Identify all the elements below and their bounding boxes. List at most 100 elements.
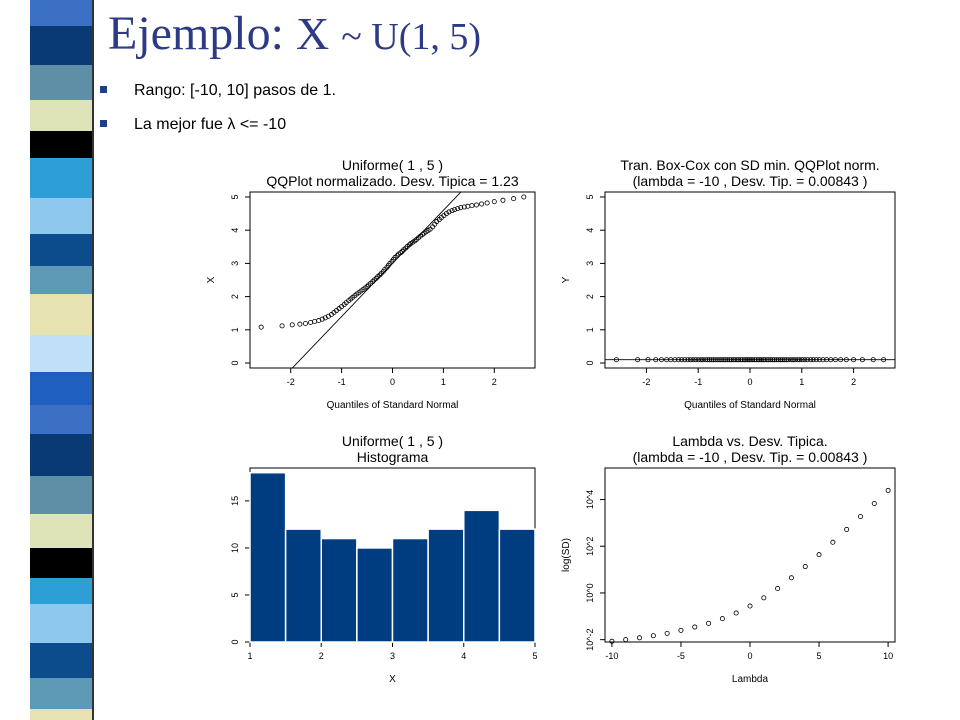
y-tick-label: 10^-2 xyxy=(585,629,595,651)
data-point xyxy=(748,357,754,363)
strip-segment xyxy=(30,294,92,335)
data-point xyxy=(830,539,836,545)
data-point xyxy=(741,357,747,363)
histogram-bar xyxy=(320,537,358,643)
data-point xyxy=(832,357,838,363)
chart-title: Tran. Box-Cox con SD min. QQPlot norm. xyxy=(620,157,879,173)
data-point xyxy=(521,194,527,200)
data-point xyxy=(736,357,742,363)
plot-frame xyxy=(604,467,896,643)
x-tick-label: 2 xyxy=(492,377,497,387)
data-point xyxy=(728,357,734,363)
data-point xyxy=(775,586,781,592)
data-point xyxy=(775,357,781,363)
x-tick-label: -5 xyxy=(677,651,685,661)
data-point xyxy=(258,324,264,330)
x-tick-label: 2 xyxy=(851,377,856,387)
strip-segment xyxy=(30,643,92,678)
data-point xyxy=(857,514,863,520)
data-point xyxy=(851,357,857,363)
y-tick-label: 1 xyxy=(585,327,595,332)
y-tick-label: 4 xyxy=(230,228,240,233)
data-point xyxy=(743,357,749,363)
data-point xyxy=(783,357,789,363)
data-point xyxy=(698,357,704,363)
x-tick-label: -2 xyxy=(287,377,295,387)
data-point xyxy=(810,357,816,363)
data-point xyxy=(678,627,684,633)
chart-subtitle: (lambda = -10 , Desv. Tip. = 0.00843 ) xyxy=(633,449,868,465)
data-point xyxy=(319,316,325,322)
data-point xyxy=(719,357,725,363)
data-point xyxy=(802,357,808,363)
x-tick-label: -1 xyxy=(338,377,346,387)
data-point xyxy=(870,357,876,363)
data-point xyxy=(750,357,756,363)
title-variable: X xyxy=(295,8,330,59)
y-tick-label: 5 xyxy=(230,194,240,199)
bullet-square-icon xyxy=(100,86,107,93)
strip-segment xyxy=(30,0,92,26)
x-tick-label: 10 xyxy=(883,651,893,661)
data-point xyxy=(511,196,517,202)
y-tick-label: 3 xyxy=(230,261,240,266)
histogram-bar xyxy=(463,509,501,643)
strip-segment xyxy=(30,405,92,434)
y-tick-label: 1 xyxy=(230,327,240,332)
data-point xyxy=(645,357,651,363)
x-tick-label: 1 xyxy=(799,377,804,387)
title-distribution: ~ U(1, 5) xyxy=(341,16,482,58)
data-point xyxy=(816,357,822,363)
y-tick-label: 4 xyxy=(585,228,595,233)
data-point xyxy=(695,357,701,363)
strip-segment xyxy=(30,234,92,266)
y-tick-label: 2 xyxy=(230,294,240,299)
data-point xyxy=(461,204,467,210)
chart-subtitle: Histograma xyxy=(357,449,429,465)
data-point xyxy=(733,610,739,616)
data-point xyxy=(747,603,753,609)
y-axis-label: Y xyxy=(561,276,572,283)
histogram-bar xyxy=(391,537,429,643)
y-tick-label: 10^0 xyxy=(585,583,595,602)
data-point xyxy=(700,357,706,363)
x-tick-label: 1 xyxy=(441,377,446,387)
x-tick-label: -2 xyxy=(642,377,650,387)
histogram-bar xyxy=(284,528,322,643)
strip-segment xyxy=(30,65,92,100)
x-tick-label: -10 xyxy=(605,651,618,661)
y-tick-label: 5 xyxy=(230,592,240,597)
y-tick-label: 15 xyxy=(230,496,240,506)
strip-segment xyxy=(30,335,92,372)
y-tick-label: 10 xyxy=(230,543,240,553)
data-point xyxy=(746,357,752,363)
chart-title: Uniforme( 1 , 5 ) xyxy=(342,433,443,449)
y-tick-label: 0 xyxy=(230,639,240,644)
data-point xyxy=(664,630,670,636)
data-point xyxy=(788,575,794,581)
bullet-square-icon xyxy=(100,120,107,127)
data-point xyxy=(755,357,761,363)
x-tick-label: 3 xyxy=(390,651,395,661)
data-point xyxy=(484,200,490,206)
data-point xyxy=(420,232,426,238)
data-point xyxy=(844,526,850,532)
data-point xyxy=(739,357,745,363)
strip-segment xyxy=(30,434,92,476)
bullet-text: La mejor fue λ <= -10 xyxy=(134,116,287,133)
data-point xyxy=(398,250,404,256)
decorative-sidebar-strip xyxy=(30,0,94,720)
y-tick-label: 10^4 xyxy=(585,490,595,509)
data-point xyxy=(859,357,865,363)
data-point xyxy=(623,637,629,643)
strip-segment xyxy=(30,678,92,709)
chart-title: Uniforme( 1 , 5 ) xyxy=(342,157,443,173)
strip-segment xyxy=(30,476,92,514)
x-tick-label: 0 xyxy=(390,377,395,387)
data-point xyxy=(738,357,744,363)
x-tick-label: 5 xyxy=(532,651,537,661)
data-point xyxy=(797,357,803,363)
